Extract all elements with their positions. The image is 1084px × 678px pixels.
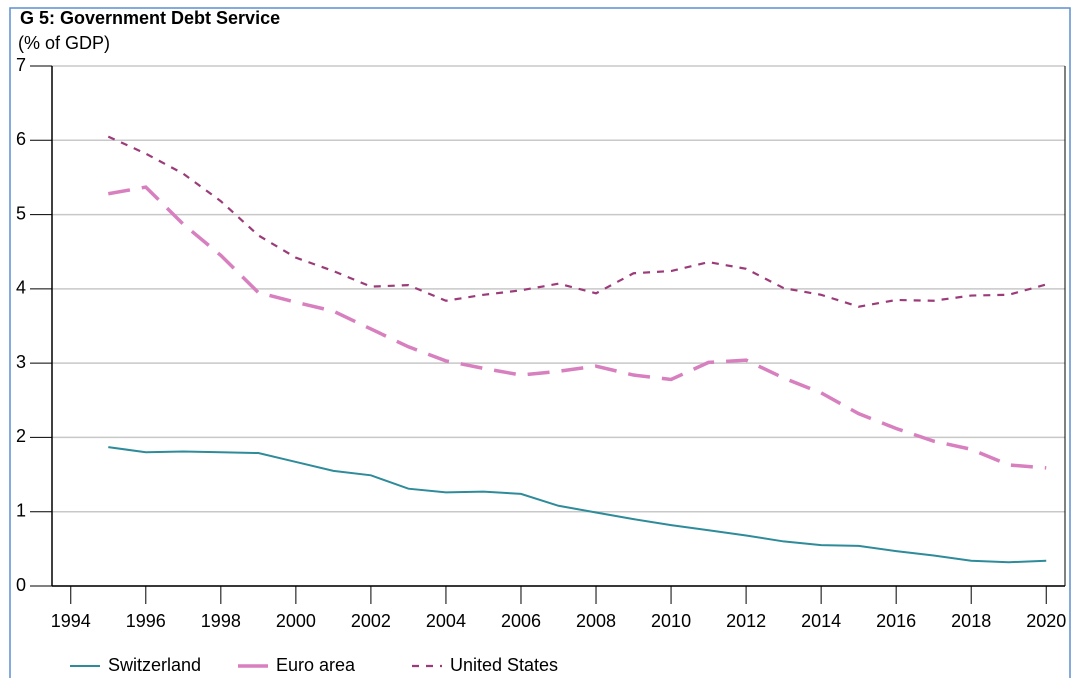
x-tick-label: 2018 — [951, 611, 991, 631]
frame — [9, 7, 1071, 678]
y-tick-label: 1 — [16, 500, 26, 520]
x-tick-label: 2020 — [1026, 611, 1066, 631]
y-tick-label: 4 — [16, 278, 26, 298]
y-tick-label: 0 — [16, 575, 26, 595]
chart-subtitle: (% of GDP) — [18, 33, 110, 53]
series-line — [107, 185, 1047, 470]
x-tick-label: 1998 — [201, 611, 241, 631]
x-tick-label: 2010 — [651, 611, 691, 631]
x-tick-label: 1994 — [51, 611, 91, 631]
y-tick-label: 2 — [16, 426, 26, 446]
y-tick-label: 6 — [16, 129, 26, 149]
x-tick-label: 2012 — [726, 611, 766, 631]
x-tick-label: 2004 — [426, 611, 466, 631]
legend-label: Euro area — [276, 655, 356, 675]
x-tick-label: 1996 — [126, 611, 166, 631]
legend-label: Switzerland — [108, 655, 201, 675]
x-tick-label: 2016 — [876, 611, 916, 631]
x-tick-label: 2002 — [351, 611, 391, 631]
legend-label: United States — [450, 655, 558, 675]
y-tick-label: 5 — [16, 203, 26, 223]
series-line — [108, 446, 1047, 564]
x-tick-label: 2006 — [501, 611, 541, 631]
x-tick-label: 2008 — [576, 611, 616, 631]
series-line — [107, 135, 1047, 308]
x-tick-label: 2000 — [276, 611, 316, 631]
y-tick-label: 7 — [16, 55, 26, 75]
chart-title: G 5: Government Debt Service — [20, 8, 280, 28]
x-tick-label: 2014 — [801, 611, 841, 631]
y-tick-label: 3 — [16, 352, 26, 372]
